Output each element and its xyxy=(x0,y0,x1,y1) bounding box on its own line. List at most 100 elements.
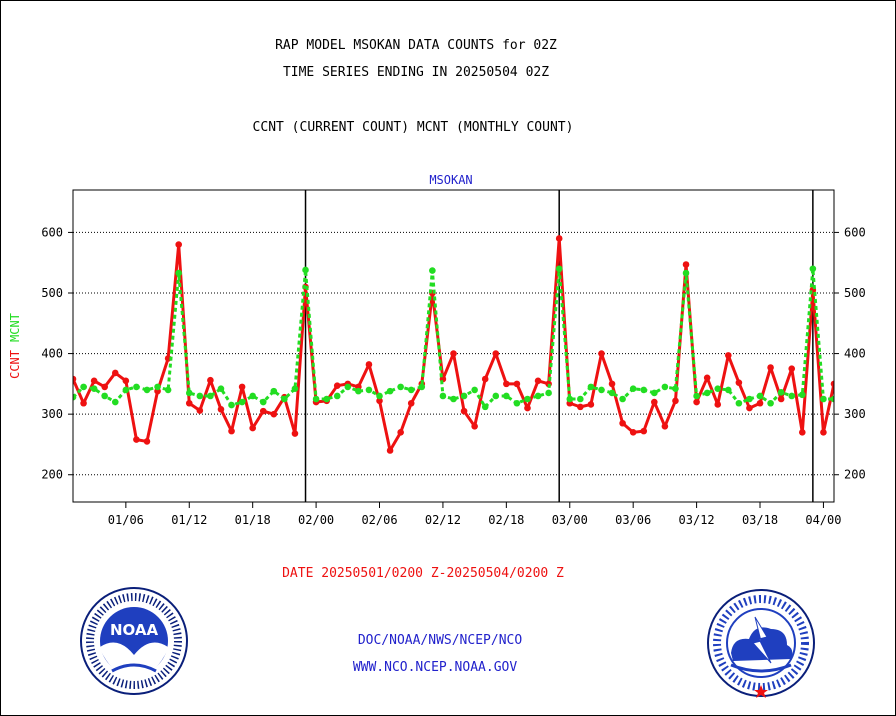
data-point-mcnt xyxy=(249,392,256,400)
data-point-mcnt xyxy=(545,389,552,397)
data-point-ccnt xyxy=(524,404,531,412)
data-point-ccnt xyxy=(619,419,626,427)
data-point-ccnt xyxy=(746,404,753,412)
data-point-ccnt xyxy=(598,350,605,357)
data-point-mcnt xyxy=(344,383,352,391)
y-tick-label-right: 200 xyxy=(844,468,866,482)
x-tick-label: 01/06 xyxy=(108,513,144,527)
data-point-mcnt xyxy=(133,383,140,391)
data-point-mcnt xyxy=(407,386,415,394)
data-point-mcnt xyxy=(629,385,637,393)
data-point-mcnt xyxy=(661,383,669,391)
data-point-ccnt xyxy=(703,374,711,382)
data-point-mcnt xyxy=(196,392,204,400)
plot-title: MSOKAN xyxy=(429,173,472,187)
data-point-mcnt xyxy=(259,398,267,406)
data-point-mcnt xyxy=(460,392,468,400)
data-point-mcnt xyxy=(175,269,182,277)
data-point-ccnt xyxy=(777,395,785,403)
data-point-mcnt xyxy=(143,386,151,394)
series-mcnt xyxy=(73,265,834,411)
data-point-mcnt xyxy=(312,395,320,403)
data-point-ccnt xyxy=(407,399,415,407)
data-point-ccnt xyxy=(101,383,109,391)
data-point-mcnt xyxy=(682,269,690,277)
data-point-mcnt xyxy=(598,386,605,394)
data-point-mcnt xyxy=(577,395,584,403)
data-point-ccnt xyxy=(111,369,119,377)
data-point-mcnt xyxy=(777,389,785,396)
x-tick-label: 04/00 xyxy=(805,513,841,527)
data-point-mcnt xyxy=(651,389,658,397)
data-point-ccnt xyxy=(577,403,584,411)
data-point-ccnt xyxy=(259,407,267,415)
data-point-mcnt xyxy=(820,395,827,403)
data-point-mcnt xyxy=(672,385,679,393)
axis-layer: 200 200 300 300 400 400 500 500 600 600 01/06 01/12… xyxy=(41,225,865,527)
y-tick-label-left: 300 xyxy=(41,407,63,421)
data-point-mcnt xyxy=(746,395,753,403)
y-tick-label-right: 600 xyxy=(844,225,866,239)
data-point-ccnt xyxy=(249,424,256,432)
data-point-mcnt xyxy=(122,386,130,394)
data-point-ccnt xyxy=(820,429,827,436)
data-point-mcnt xyxy=(798,391,806,399)
data-point-ccnt xyxy=(629,429,637,436)
data-point-ccnt xyxy=(228,427,235,435)
data-point-ccnt xyxy=(767,364,774,371)
data-point-mcnt xyxy=(376,392,383,400)
x-tick-label: 02/18 xyxy=(488,513,524,527)
chart-title-line1: RAP MODEL MSOKAN DATA COUNTS for 02Z xyxy=(275,38,557,53)
data-point-mcnt xyxy=(365,386,373,394)
data-point-ccnt xyxy=(90,377,98,385)
data-point-ccnt xyxy=(386,447,394,454)
x-tick-label: 02/00 xyxy=(298,513,334,527)
data-point-ccnt xyxy=(830,380,834,388)
data-point-ccnt xyxy=(682,261,690,268)
data-point-ccnt xyxy=(196,407,204,414)
data-point-ccnt xyxy=(291,430,299,437)
data-point-ccnt xyxy=(122,377,130,385)
data-point-ccnt xyxy=(661,422,669,430)
data-point-ccnt xyxy=(651,398,658,406)
data-point-mcnt xyxy=(788,392,796,400)
data-point-mcnt xyxy=(735,399,743,407)
data-point-ccnt xyxy=(175,241,182,248)
plot-border xyxy=(72,189,835,503)
y-tick-label-left: 400 xyxy=(41,347,63,361)
data-point-mcnt xyxy=(756,392,764,400)
data-point-ccnt xyxy=(73,375,77,383)
data-point-mcnt xyxy=(555,265,563,273)
data-point-mcnt xyxy=(492,392,500,400)
data-point-mcnt xyxy=(767,399,774,407)
data-point-mcnt xyxy=(450,395,457,403)
data-point-ccnt xyxy=(534,377,542,385)
noaa-logo-text: NOAA xyxy=(110,621,159,639)
data-point-ccnt xyxy=(481,375,489,383)
noaa-logo: NOAA xyxy=(80,587,188,695)
data-point-ccnt xyxy=(798,429,806,436)
website-link[interactable]: WWW.NCO.NCEP.NOAA.GOV xyxy=(352,660,518,675)
data-point-mcnt xyxy=(302,266,309,274)
x-tick-label: 03/00 xyxy=(552,513,588,527)
data-point-mcnt xyxy=(640,386,648,394)
data-point-mcnt xyxy=(693,392,700,400)
data-point-mcnt xyxy=(587,383,595,391)
y-tick-label-left: 500 xyxy=(41,286,63,300)
x-tick-label: 03/18 xyxy=(742,513,778,527)
x-tick-label: 01/12 xyxy=(171,513,207,527)
data-point-ccnt xyxy=(270,410,278,418)
y-tick-label-left: 200 xyxy=(41,468,63,482)
data-point-mcnt xyxy=(397,383,404,391)
data-point-ccnt xyxy=(587,401,595,408)
org-path-link[interactable]: DOC/NOAA/NWS/NCEP/NCO xyxy=(357,633,523,648)
data-point-ccnt xyxy=(788,365,796,373)
data-point-mcnt xyxy=(513,399,521,407)
data-point-ccnt xyxy=(714,401,722,408)
series-line-ccnt xyxy=(73,236,834,453)
x-tick-label: 02/12 xyxy=(425,513,461,527)
data-point-ccnt xyxy=(450,350,457,357)
data-point-ccnt xyxy=(503,380,510,388)
data-point-mcnt xyxy=(101,392,109,400)
